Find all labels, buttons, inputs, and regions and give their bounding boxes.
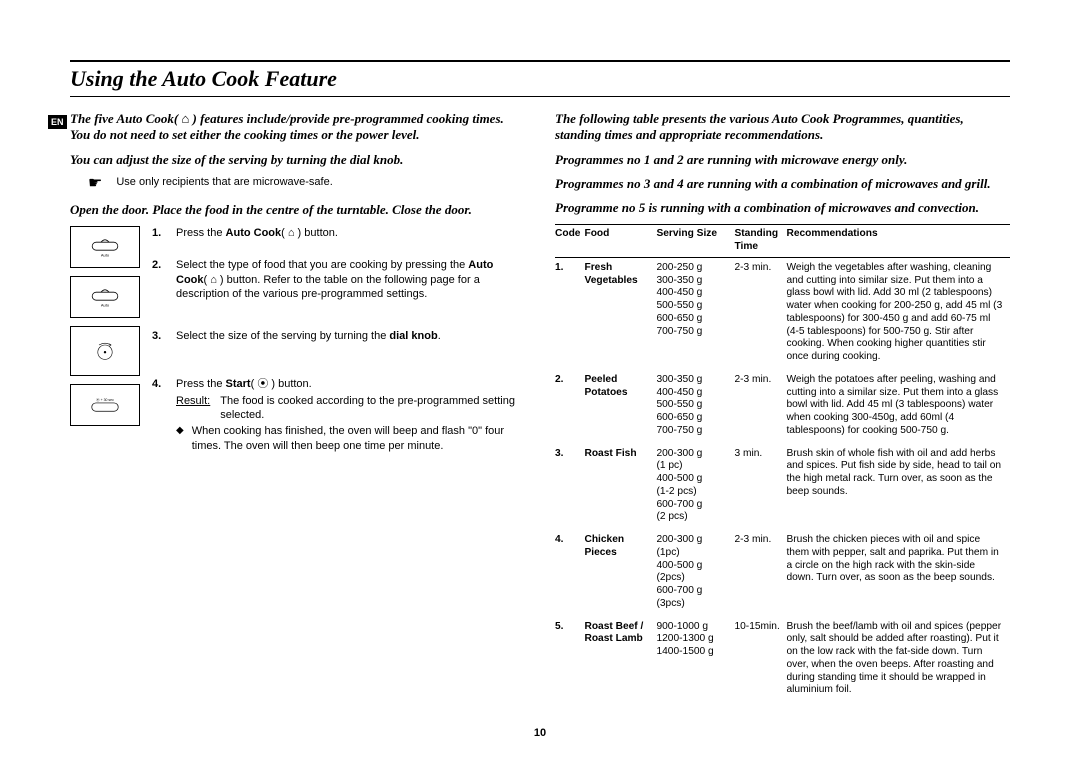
cell-standing: 2-3 min. bbox=[734, 530, 786, 617]
safety-note-text: Use only recipients that are microwave-s… bbox=[116, 176, 332, 188]
th-standing: Standing Time bbox=[734, 225, 786, 258]
left-column: The five Auto Cook( ⌂ ) features include… bbox=[70, 111, 525, 703]
svg-text:Auto: Auto bbox=[101, 253, 110, 258]
cell-standing: 2-3 min. bbox=[734, 370, 786, 444]
step-text: Press the Start( ⦿ ) button. Result: The… bbox=[176, 377, 525, 452]
cell-serving: 200-300 g (1pc) 400-500 g (2pcs) 600-700… bbox=[656, 530, 734, 617]
cell-code: 1. bbox=[555, 257, 584, 370]
cell-serving: 900-1000 g 1200-1300 g 1400-1500 g bbox=[656, 617, 734, 704]
right-column: The following table presents the various… bbox=[555, 111, 1010, 703]
step-2: 2. Select the type of food that you are … bbox=[152, 258, 525, 301]
cell-rec: Brush the beef/lamb with oil and spices … bbox=[786, 617, 1010, 704]
cell-food: Roast Beef / Roast Lamb bbox=[584, 617, 656, 704]
step-list: 1. Press the Auto Cook( ⌂ ) button. 2. S… bbox=[152, 226, 525, 471]
cell-rec: Weigh the vegetables after washing, clea… bbox=[786, 257, 1010, 370]
svg-text:Auto: Auto bbox=[101, 303, 110, 308]
right-intro-4: Programme no 5 is running with a combina… bbox=[555, 200, 1010, 216]
safety-note: ☛ Use only recipients that are microwave… bbox=[88, 176, 525, 192]
step-4: 4. Press the Start( ⦿ ) button. Result: … bbox=[152, 377, 525, 452]
table-row: 5.Roast Beef / Roast Lamb900-1000 g 1200… bbox=[555, 617, 1010, 704]
cell-rec: Brush skin of whole fish with oil and ad… bbox=[786, 444, 1010, 531]
result-text: The food is cooked according to the pre-… bbox=[220, 394, 525, 423]
table-row: 4.Chicken Pieces200-300 g (1pc) 400-500 … bbox=[555, 530, 1010, 617]
cell-serving: 200-300 g (1 pc) 400-500 g (1-2 pcs) 600… bbox=[656, 444, 734, 531]
result-label: Result: bbox=[176, 394, 210, 423]
sub-bullet-text: When cooking has finished, the oven will… bbox=[192, 424, 525, 453]
auto-cook-icon-1: Auto bbox=[70, 226, 140, 268]
cell-standing: 10-15min. bbox=[734, 617, 786, 704]
left-intro-2: You can adjust the size of the serving b… bbox=[70, 152, 525, 168]
th-rec: Recommendations bbox=[786, 225, 1010, 258]
cell-rec: Brush the chicken pieces with oil and sp… bbox=[786, 530, 1010, 617]
cell-serving: 200-250 g 300-350 g 400-450 g 500-550 g … bbox=[656, 257, 734, 370]
step-text: Select the type of food that you are coo… bbox=[176, 258, 525, 301]
step-text: Press the Auto Cook( ⌂ ) button. bbox=[176, 226, 525, 240]
title-rule bbox=[70, 96, 1010, 97]
cell-food: Roast Fish bbox=[584, 444, 656, 531]
step-text: Select the size of the serving by turnin… bbox=[176, 329, 525, 343]
step-icons-column: Auto Auto ⦿ + 30 sec bbox=[70, 226, 140, 471]
table-row: 3.Roast Fish200-300 g (1 pc) 400-500 g (… bbox=[555, 444, 1010, 531]
auto-cook-table: Code Food Serving Size Standing Time Rec… bbox=[555, 224, 1010, 703]
cell-code: 5. bbox=[555, 617, 584, 704]
cell-code: 4. bbox=[555, 530, 584, 617]
table-body: 1.Fresh Vegetables200-250 g 300-350 g 40… bbox=[555, 257, 1010, 703]
cell-rec: Weigh the potatoes after peeling, washin… bbox=[786, 370, 1010, 444]
right-intro-2: Programmes no 1 and 2 are running with m… bbox=[555, 152, 1010, 168]
start-button-icon: ⦿ + 30 sec bbox=[70, 384, 140, 426]
step-number: 3. bbox=[152, 329, 166, 343]
pointer-icon: ☛ bbox=[88, 176, 102, 192]
th-code: Code bbox=[555, 225, 584, 258]
step-number: 1. bbox=[152, 226, 166, 240]
language-tag: EN bbox=[48, 115, 67, 129]
right-intro-1: The following table presents the various… bbox=[555, 111, 1010, 144]
table-header-row: Code Food Serving Size Standing Time Rec… bbox=[555, 225, 1010, 258]
cell-food: Fresh Vegetables bbox=[584, 257, 656, 370]
right-intro-3: Programmes no 3 and 4 are running with a… bbox=[555, 176, 1010, 192]
cell-code: 3. bbox=[555, 444, 584, 531]
cell-food: Peeled Potatoes bbox=[584, 370, 656, 444]
step4-main: Press the Start( ⦿ ) button. bbox=[176, 378, 312, 390]
content-columns: The five Auto Cook( ⌂ ) features include… bbox=[70, 111, 1010, 703]
step-3: 3. Select the size of the serving by tur… bbox=[152, 329, 525, 343]
page-number: 10 bbox=[534, 727, 546, 739]
left-intro-1: The five Auto Cook( ⌂ ) features include… bbox=[70, 111, 525, 144]
cell-standing: 2-3 min. bbox=[734, 257, 786, 370]
diamond-bullet-icon: ◆ bbox=[176, 424, 184, 453]
step-number: 2. bbox=[152, 258, 166, 301]
table-row: 2.Peeled Potatoes300-350 g 400-450 g 500… bbox=[555, 370, 1010, 444]
cell-serving: 300-350 g 400-450 g 500-550 g 600-650 g … bbox=[656, 370, 734, 444]
th-serving: Serving Size bbox=[656, 225, 734, 258]
steps-container: Auto Auto ⦿ + 30 sec 1. Press the Auto C… bbox=[70, 226, 525, 471]
cell-code: 2. bbox=[555, 370, 584, 444]
step-1: 1. Press the Auto Cook( ⌂ ) button. bbox=[152, 226, 525, 240]
page-title: Using the Auto Cook Feature bbox=[70, 66, 1010, 94]
left-intro-3: Open the door. Place the food in the cen… bbox=[70, 202, 525, 218]
cell-food: Chicken Pieces bbox=[584, 530, 656, 617]
th-food: Food bbox=[584, 225, 656, 258]
table-row: 1.Fresh Vegetables200-250 g 300-350 g 40… bbox=[555, 257, 1010, 370]
svg-text:⦿ + 30 sec: ⦿ + 30 sec bbox=[96, 397, 114, 402]
top-rule bbox=[70, 60, 1010, 62]
dial-knob-icon bbox=[70, 326, 140, 376]
auto-cook-icon-2: Auto bbox=[70, 276, 140, 318]
cell-standing: 3 min. bbox=[734, 444, 786, 531]
step-number: 4. bbox=[152, 377, 166, 452]
